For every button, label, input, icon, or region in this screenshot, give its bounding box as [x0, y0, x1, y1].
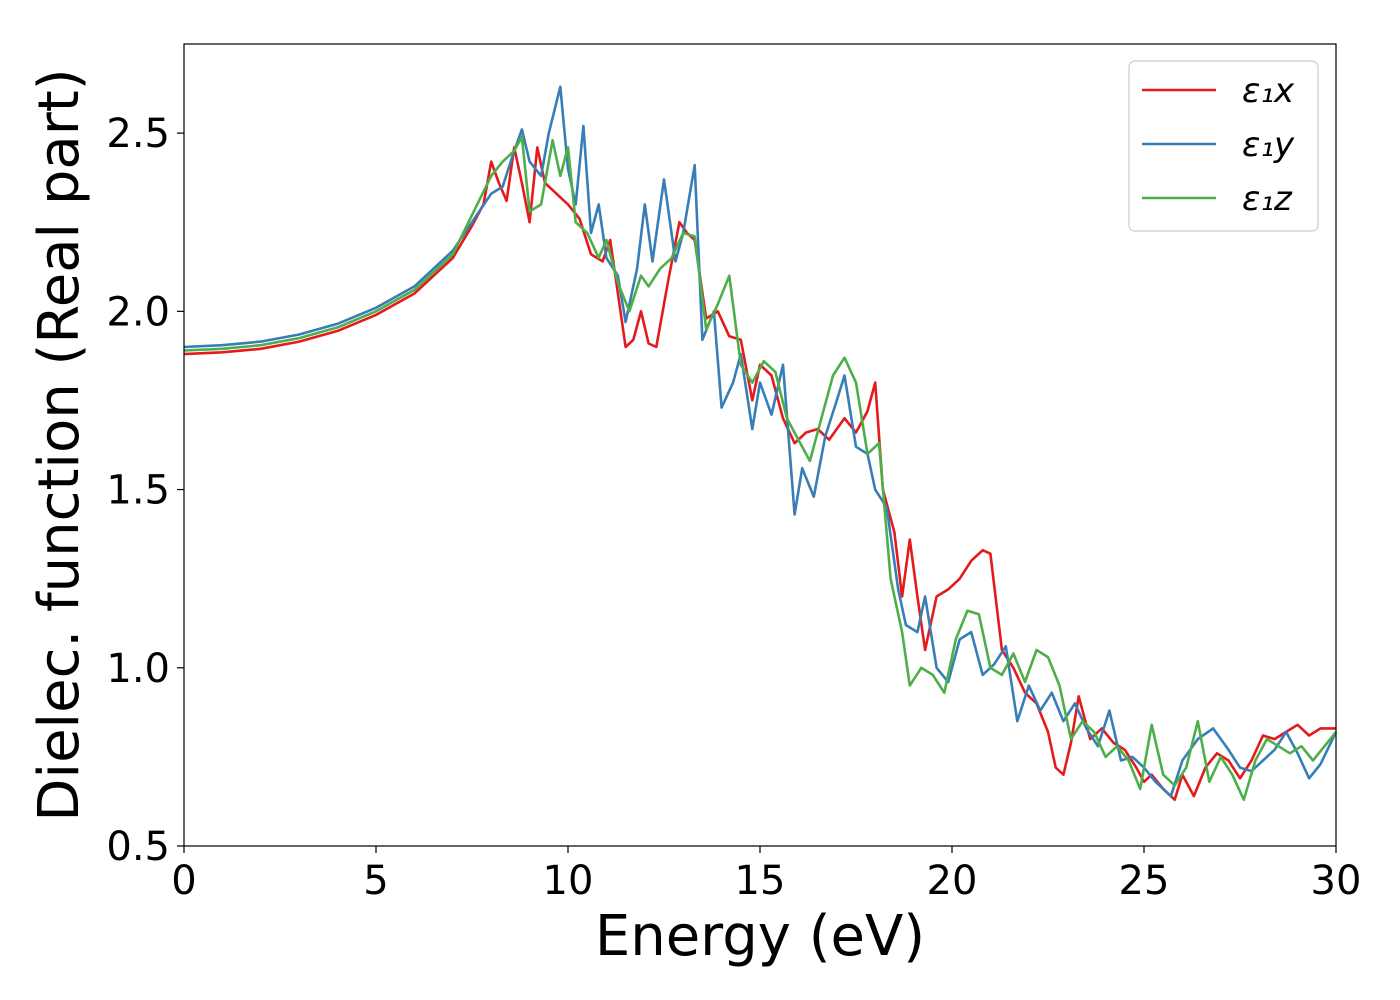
series-layer: [183, 85, 1338, 801]
x-tick-label: 20: [927, 858, 978, 904]
x-tick-label: 5: [363, 858, 388, 904]
x-tick-label: 15: [735, 858, 786, 904]
series-line-0: [183, 146, 1336, 801]
series-line-1: [183, 85, 1338, 798]
x-axis-ticks: 0 5 10 15 20 25 30: [171, 846, 1361, 904]
series-line-2: [183, 135, 1338, 801]
legend-label-0: ε₁x: [1242, 71, 1295, 111]
y-tick-label: 0.5: [106, 824, 170, 870]
x-tick-label: 25: [1119, 858, 1170, 904]
y-tick-label: 2.5: [106, 111, 170, 157]
legend-label-2: ε₁z: [1242, 179, 1293, 219]
x-tick-label: 10: [543, 858, 594, 904]
x-axis-label: Energy (eV): [595, 904, 925, 969]
legend: ε₁x ε₁y ε₁z: [1128, 60, 1319, 232]
y-tick-label: 1.0: [106, 646, 170, 692]
legend-box: [1128, 60, 1319, 232]
legend-label-1: ε₁y: [1242, 125, 1295, 165]
y-axis-ticks: 0.5 1.0 1.5 2.0 2.5: [106, 111, 184, 870]
y-tick-label: 1.5: [106, 468, 170, 514]
x-tick-label: 30: [1311, 858, 1362, 904]
y-tick-label: 2.0: [106, 289, 170, 335]
x-tick-label: 0: [171, 858, 196, 904]
y-axis-label: Dielec. function (Real part): [27, 68, 92, 821]
